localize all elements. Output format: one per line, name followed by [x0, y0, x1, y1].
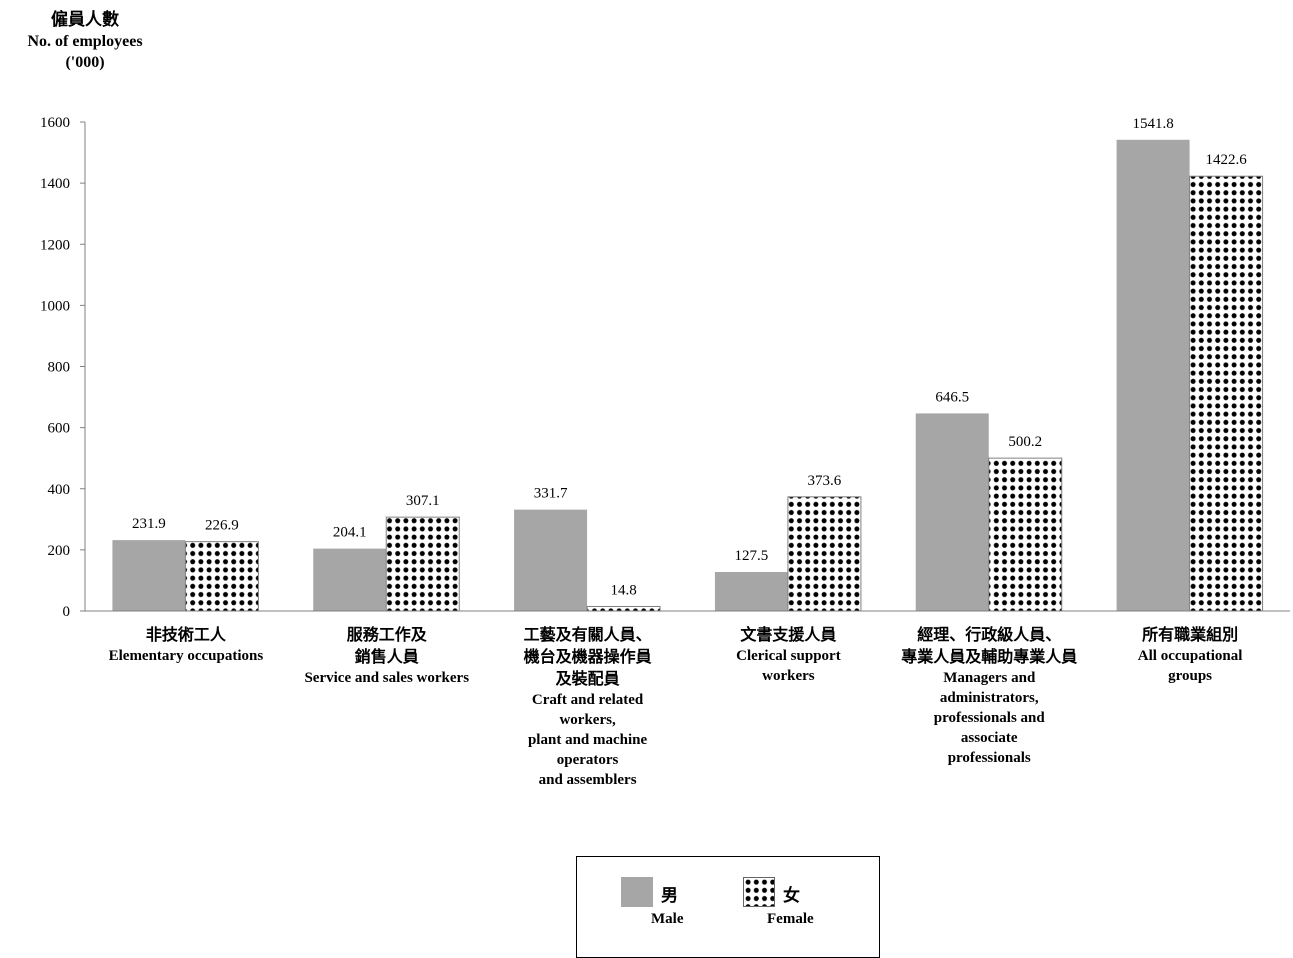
data-label-male: 331.7: [534, 486, 568, 502]
legend-swatch-female: [743, 877, 775, 907]
y-tick-label: 1000: [40, 298, 70, 314]
y-tick-label: 1600: [40, 115, 70, 131]
y-tick-label: 1200: [40, 237, 70, 253]
legend-label-female-zh: 女: [783, 886, 800, 906]
axes-layer: 0 200 400 600 800 1000 1200 1400 1600: [40, 115, 1290, 620]
category-label: 非技術工人 Elementary occupations: [78, 624, 293, 666]
category-label-en: professionals: [947, 750, 1031, 766]
data-label-male: 1541.8: [1132, 116, 1173, 132]
category-label-zh: 工藝及有關人員、: [523, 625, 652, 644]
y-tick-label: 1400: [40, 176, 70, 192]
category-label-zh: 所有職業組別: [1142, 625, 1239, 644]
category-label-en: workers: [762, 668, 815, 684]
bar-male: [714, 572, 788, 611]
bar-female: [385, 516, 460, 612]
category-label: 經理、行政級人員、 專業人員及輔助專業人員 Managers and administ…: [882, 624, 1097, 768]
bar-male: [514, 509, 588, 611]
category-label-zh: 專業人員及輔助專業人員: [901, 647, 1078, 666]
legend: 男 Male 女 Female: [576, 856, 880, 958]
bar-female: [586, 605, 661, 612]
legend-label-male-en: Male: [651, 911, 684, 927]
y-tick-label: 0: [63, 604, 71, 620]
category-label-en: administrators,: [939, 690, 1039, 706]
bar-female: [184, 541, 259, 612]
category-label-zh: 經理、行政級人員、: [917, 625, 1062, 644]
category-label-en: associate: [960, 730, 1018, 746]
data-label-female: 14.8: [610, 582, 636, 598]
y-tick-label: 400: [48, 482, 71, 498]
legend-label-male-zh: 男: [661, 886, 678, 906]
data-label-female: 500.2: [1008, 434, 1042, 450]
y-tick-label: 600: [48, 421, 71, 437]
category-label-en: plant and machine: [527, 732, 648, 748]
data-labels-layer: 231.9 226.9 204.1 307.1 331.7 14.8 127.5 373.6 6…: [132, 116, 1247, 599]
bar-female: [787, 496, 862, 612]
category-label-en: Craft and related: [531, 692, 644, 708]
data-label-female: 307.1: [406, 493, 440, 509]
y-axis-unit: ('000): [65, 54, 105, 71]
bar-male: [1116, 139, 1190, 612]
data-label-female: 226.9: [205, 518, 239, 534]
y-axis-title-en: No. of employees: [27, 33, 143, 50]
category-label-zh: 及裝配員: [555, 669, 620, 688]
y-axis-title: 僱員人數 No. of employees ('000): [0, 10, 170, 73]
data-label-female: 1422.6: [1205, 152, 1247, 168]
category-label: 所有職業組別 All occupational groups: [1083, 624, 1293, 686]
y-tick-label: 200: [48, 543, 71, 559]
category-label-en: Service and sales workers: [304, 670, 470, 686]
category-label-zh: 銷售人員: [354, 647, 419, 666]
data-label-male: 127.5: [735, 548, 769, 564]
category-label-zh: 非技術工人: [145, 625, 226, 644]
category-label-en: workers,: [559, 712, 616, 728]
legend-label-female-en: Female: [767, 911, 814, 927]
category-label-en: and assemblers: [538, 772, 637, 788]
category-label-zh: 服務工作及: [346, 625, 427, 644]
category-label-en: groups: [1168, 668, 1213, 684]
category-label-en: Managers and: [943, 670, 1036, 686]
data-label-male: 231.9: [132, 516, 166, 532]
y-axis-title-zh: 僱員人數: [51, 10, 119, 30]
category-label-zh: 機台及機器操作員: [523, 647, 652, 666]
bar-male: [313, 548, 387, 611]
category-label: 文書支援人員 Clerical support workers: [681, 624, 896, 686]
bar-female: [1189, 175, 1264, 612]
category-label: 服務工作及銷售人員 Service and sales workers: [279, 624, 494, 688]
category-label-en: professionals and: [933, 710, 1045, 726]
y-tick-label: 800: [48, 360, 71, 376]
bars-layer: [112, 139, 1264, 612]
category-label-en: All occupational: [1137, 648, 1243, 664]
legend-swatch-male: [621, 877, 653, 907]
data-label-female: 373.6: [808, 473, 842, 489]
category-label-en: Elementary occupations: [108, 648, 264, 664]
category-label: 工藝及有關人員、 機台及機器操作員 及裝配員 Craft and related wor…: [480, 624, 695, 790]
category-label-en: Clerical support: [736, 648, 841, 664]
category-label-zh: 文書支援人員: [740, 625, 837, 644]
bar-male: [112, 540, 186, 611]
category-label-en: operators: [556, 752, 619, 768]
data-label-male: 204.1: [333, 525, 367, 541]
bar-female: [988, 457, 1063, 612]
bar-male: [915, 413, 989, 611]
data-label-male: 646.5: [935, 389, 969, 405]
